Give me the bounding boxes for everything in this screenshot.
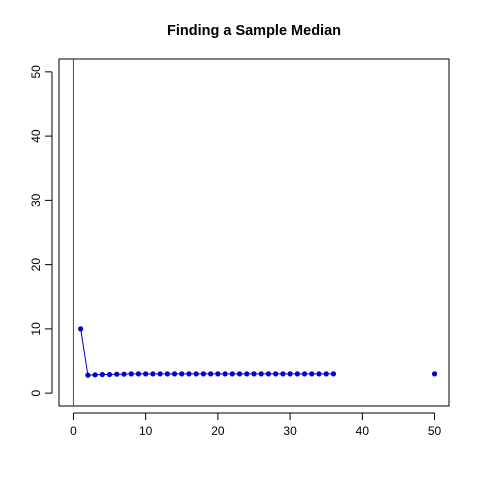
data-point bbox=[273, 371, 279, 377]
data-point bbox=[157, 371, 163, 377]
series-line bbox=[80, 328, 334, 376]
x-tick-label: 20 bbox=[211, 424, 225, 438]
data-point bbox=[294, 371, 300, 377]
data-point bbox=[244, 371, 250, 377]
y-axis: 0 10 20 30 40 50 bbox=[29, 65, 53, 396]
x-tick-label: 0 bbox=[70, 424, 77, 438]
data-point bbox=[208, 371, 214, 377]
plot-frame bbox=[58, 58, 450, 407]
data-point bbox=[171, 371, 178, 377]
data-point bbox=[200, 371, 207, 377]
data-point bbox=[128, 371, 134, 377]
data-point bbox=[179, 371, 185, 377]
data-point bbox=[301, 371, 308, 377]
data-point bbox=[150, 371, 156, 377]
chart-title: Finding a Sample Median bbox=[167, 23, 341, 39]
data-point bbox=[431, 371, 438, 377]
data-point bbox=[143, 371, 149, 377]
y-tick-label: 40 bbox=[29, 129, 43, 143]
data-point bbox=[114, 371, 120, 377]
data-point bbox=[316, 371, 322, 377]
data-point bbox=[323, 371, 329, 377]
data-point bbox=[330, 371, 337, 377]
data-point bbox=[251, 371, 257, 377]
data-point bbox=[106, 371, 113, 378]
data-point bbox=[92, 372, 98, 378]
data-point bbox=[186, 371, 192, 377]
data-point bbox=[193, 371, 199, 377]
data-marks bbox=[72, 59, 438, 406]
y-tick-label: 0 bbox=[29, 389, 43, 396]
x-axis: 0 10 20 30 40 50 bbox=[70, 412, 442, 438]
data-point bbox=[121, 371, 127, 377]
data-point bbox=[135, 371, 142, 377]
data-point bbox=[99, 371, 105, 378]
data-point bbox=[280, 371, 286, 377]
x-tick-label: 50 bbox=[428, 424, 442, 438]
data-point bbox=[265, 371, 272, 377]
data-point bbox=[287, 371, 293, 377]
data-point bbox=[236, 371, 243, 377]
y-tick-label: 10 bbox=[29, 322, 43, 336]
x-tick-label: 30 bbox=[283, 424, 297, 438]
data-point bbox=[258, 371, 264, 377]
x-tick-label: 40 bbox=[356, 424, 370, 438]
x-tick-label: 10 bbox=[139, 424, 153, 438]
y-tick-label: 50 bbox=[29, 65, 43, 79]
y-tick-label: 30 bbox=[29, 193, 43, 207]
y-tick-label: 20 bbox=[29, 258, 43, 272]
data-point bbox=[229, 371, 235, 377]
data-point bbox=[164, 371, 170, 377]
data-point bbox=[85, 372, 91, 378]
data-point bbox=[222, 371, 228, 377]
data-point bbox=[215, 371, 221, 377]
data-point bbox=[309, 371, 315, 377]
data-point bbox=[78, 326, 84, 332]
